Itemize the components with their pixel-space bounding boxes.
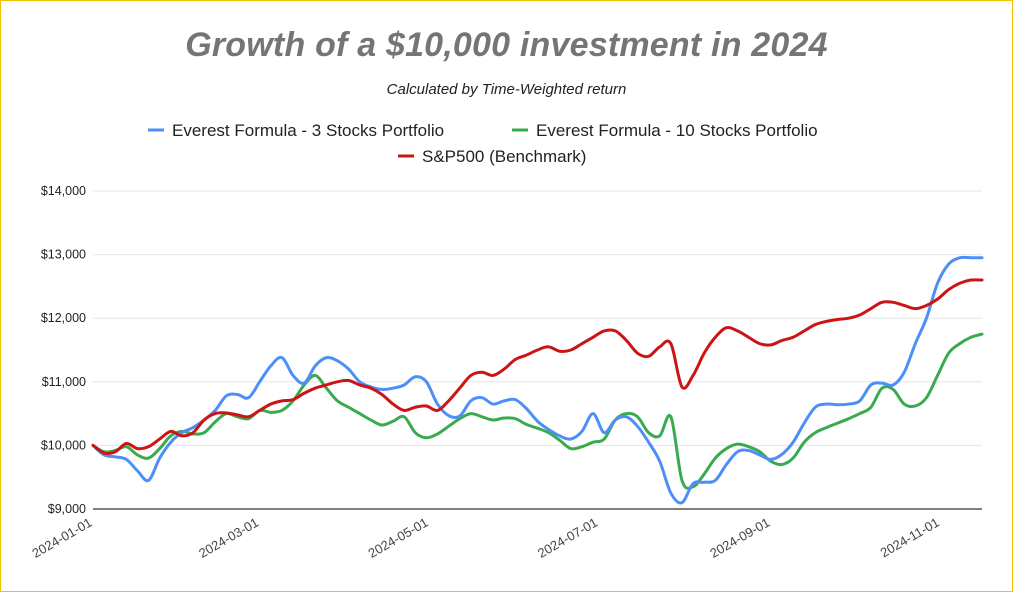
chart-title: Growth of a $10,000 investment in 2024 xyxy=(185,26,828,64)
x-tick-label: 2024-05-01 xyxy=(366,515,431,561)
x-tick-label: 2024-03-01 xyxy=(196,515,261,561)
x-tick-label: 2024-01-01 xyxy=(29,515,94,561)
y-tick-label: $9,000 xyxy=(48,502,86,516)
gridlines xyxy=(93,190,982,510)
series-line-sp500[interactable] xyxy=(91,278,984,456)
series-line-3-stocks[interactable] xyxy=(91,255,984,505)
chart-subtitle: Calculated by Time-Weighted return xyxy=(386,81,627,98)
x-tick-label: 2024-07-01 xyxy=(535,515,600,561)
y-tick-label: $10,000 xyxy=(41,438,86,452)
legend: Everest Formula - 3 Stocks Portfolio Eve… xyxy=(148,121,818,166)
x-axis: 2024-01-01 2024-03-01 2024-05-01 2024-07-01… xyxy=(29,515,941,561)
series-line-10-stocks[interactable] xyxy=(91,332,984,490)
x-tick-label: 2024-11-01 xyxy=(878,515,942,561)
y-tick-label: $12,000 xyxy=(41,311,86,325)
legend-label-sp500[interactable]: S&P500 (Benchmark) xyxy=(422,147,586,166)
y-axis: $9,000 $10,000 $11,000 $12,000 $13,000 $14,00… xyxy=(41,184,86,516)
legend-label-10-stocks[interactable]: Everest Formula - 10 Stocks Portfolio xyxy=(536,121,818,140)
y-tick-label: $13,000 xyxy=(41,248,86,262)
y-tick-label: $11,000 xyxy=(42,375,86,389)
series-lines xyxy=(91,255,984,505)
legend-label-3-stocks[interactable]: Everest Formula - 3 Stocks Portfolio xyxy=(172,121,444,140)
x-tick-label: 2024-09-01 xyxy=(707,515,772,561)
y-tick-label: $14,000 xyxy=(41,184,86,198)
